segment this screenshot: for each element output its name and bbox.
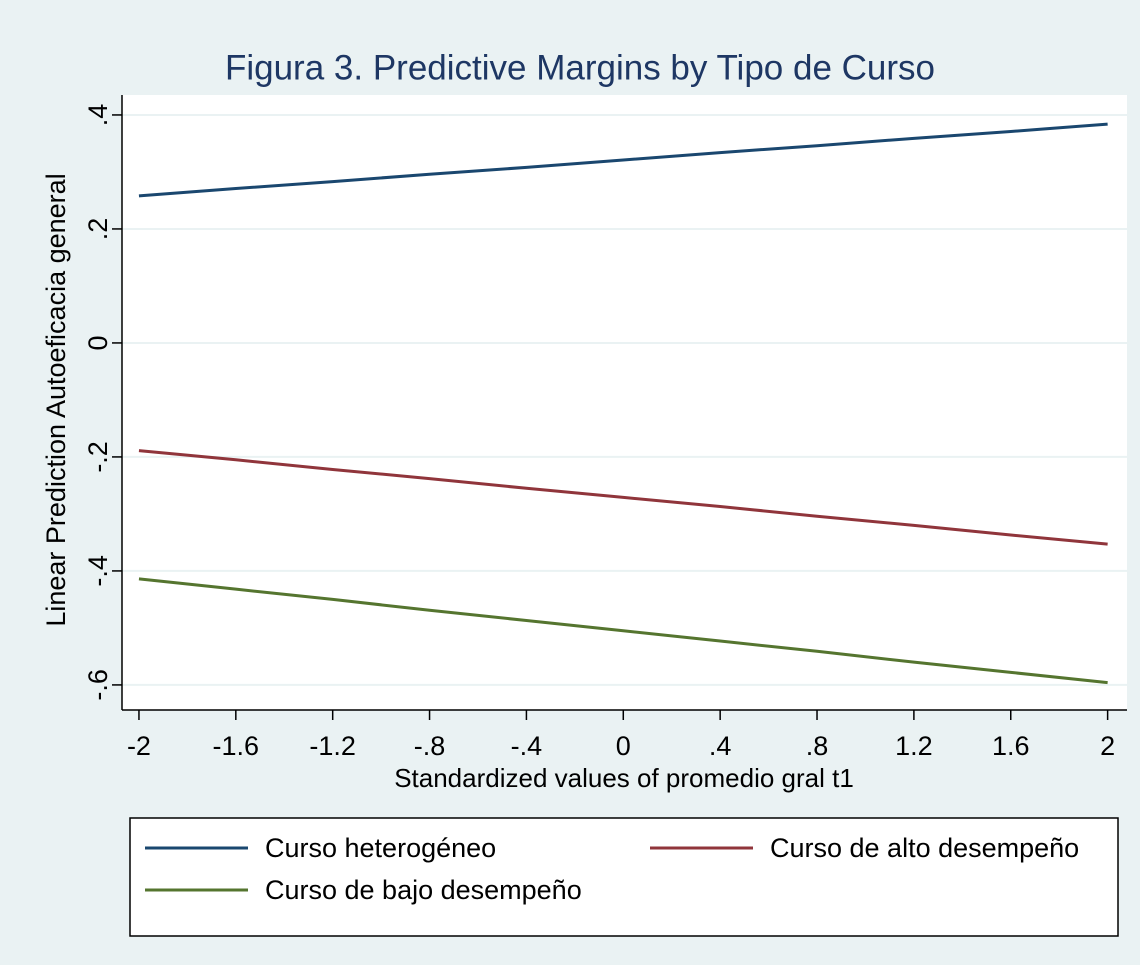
y-tick-label: .4: [83, 104, 113, 127]
x-tick-label: .8: [806, 731, 829, 761]
x-tick-label: -1.2: [309, 731, 356, 761]
y-tick-label: -.4: [83, 555, 113, 587]
x-tick-label: 1.6: [992, 731, 1030, 761]
x-axis-label: Standardized values of promedio gral t1: [394, 763, 854, 793]
plot-area: [122, 95, 1127, 710]
y-axis-label: Linear Prediction Autoeficacia general: [41, 173, 71, 626]
y-tick-label: .2: [83, 218, 113, 241]
legend-label: Curso de bajo desempeño: [265, 875, 582, 905]
chart-title: Figura 3. Predictive Margins by Tipo de …: [225, 48, 935, 87]
x-tick-label: 1.2: [895, 731, 933, 761]
grid: [122, 113, 1127, 686]
legend-label: Curso de alto desempeño: [770, 833, 1079, 863]
y-tick-label: 0: [83, 335, 113, 350]
x-tick-label: -.8: [414, 731, 446, 761]
x-tick-label: -.4: [511, 731, 543, 761]
marks: [138, 122, 1108, 685]
y-tick-label: -.2: [83, 441, 113, 473]
x-tick-label: -1.6: [213, 731, 260, 761]
series-line: [138, 577, 1108, 685]
series-line: [138, 449, 1108, 546]
x-tick-label: 0: [616, 731, 631, 761]
x-tick-label: .4: [709, 731, 732, 761]
legend-label: Curso heterogéneo: [265, 833, 496, 863]
legend-box: [129, 817, 1119, 937]
series-line: [138, 122, 1108, 198]
y-tick-label: -.6: [83, 669, 113, 701]
x-tick-label: 2: [1100, 731, 1115, 761]
x-tick-label: -2: [127, 731, 151, 761]
